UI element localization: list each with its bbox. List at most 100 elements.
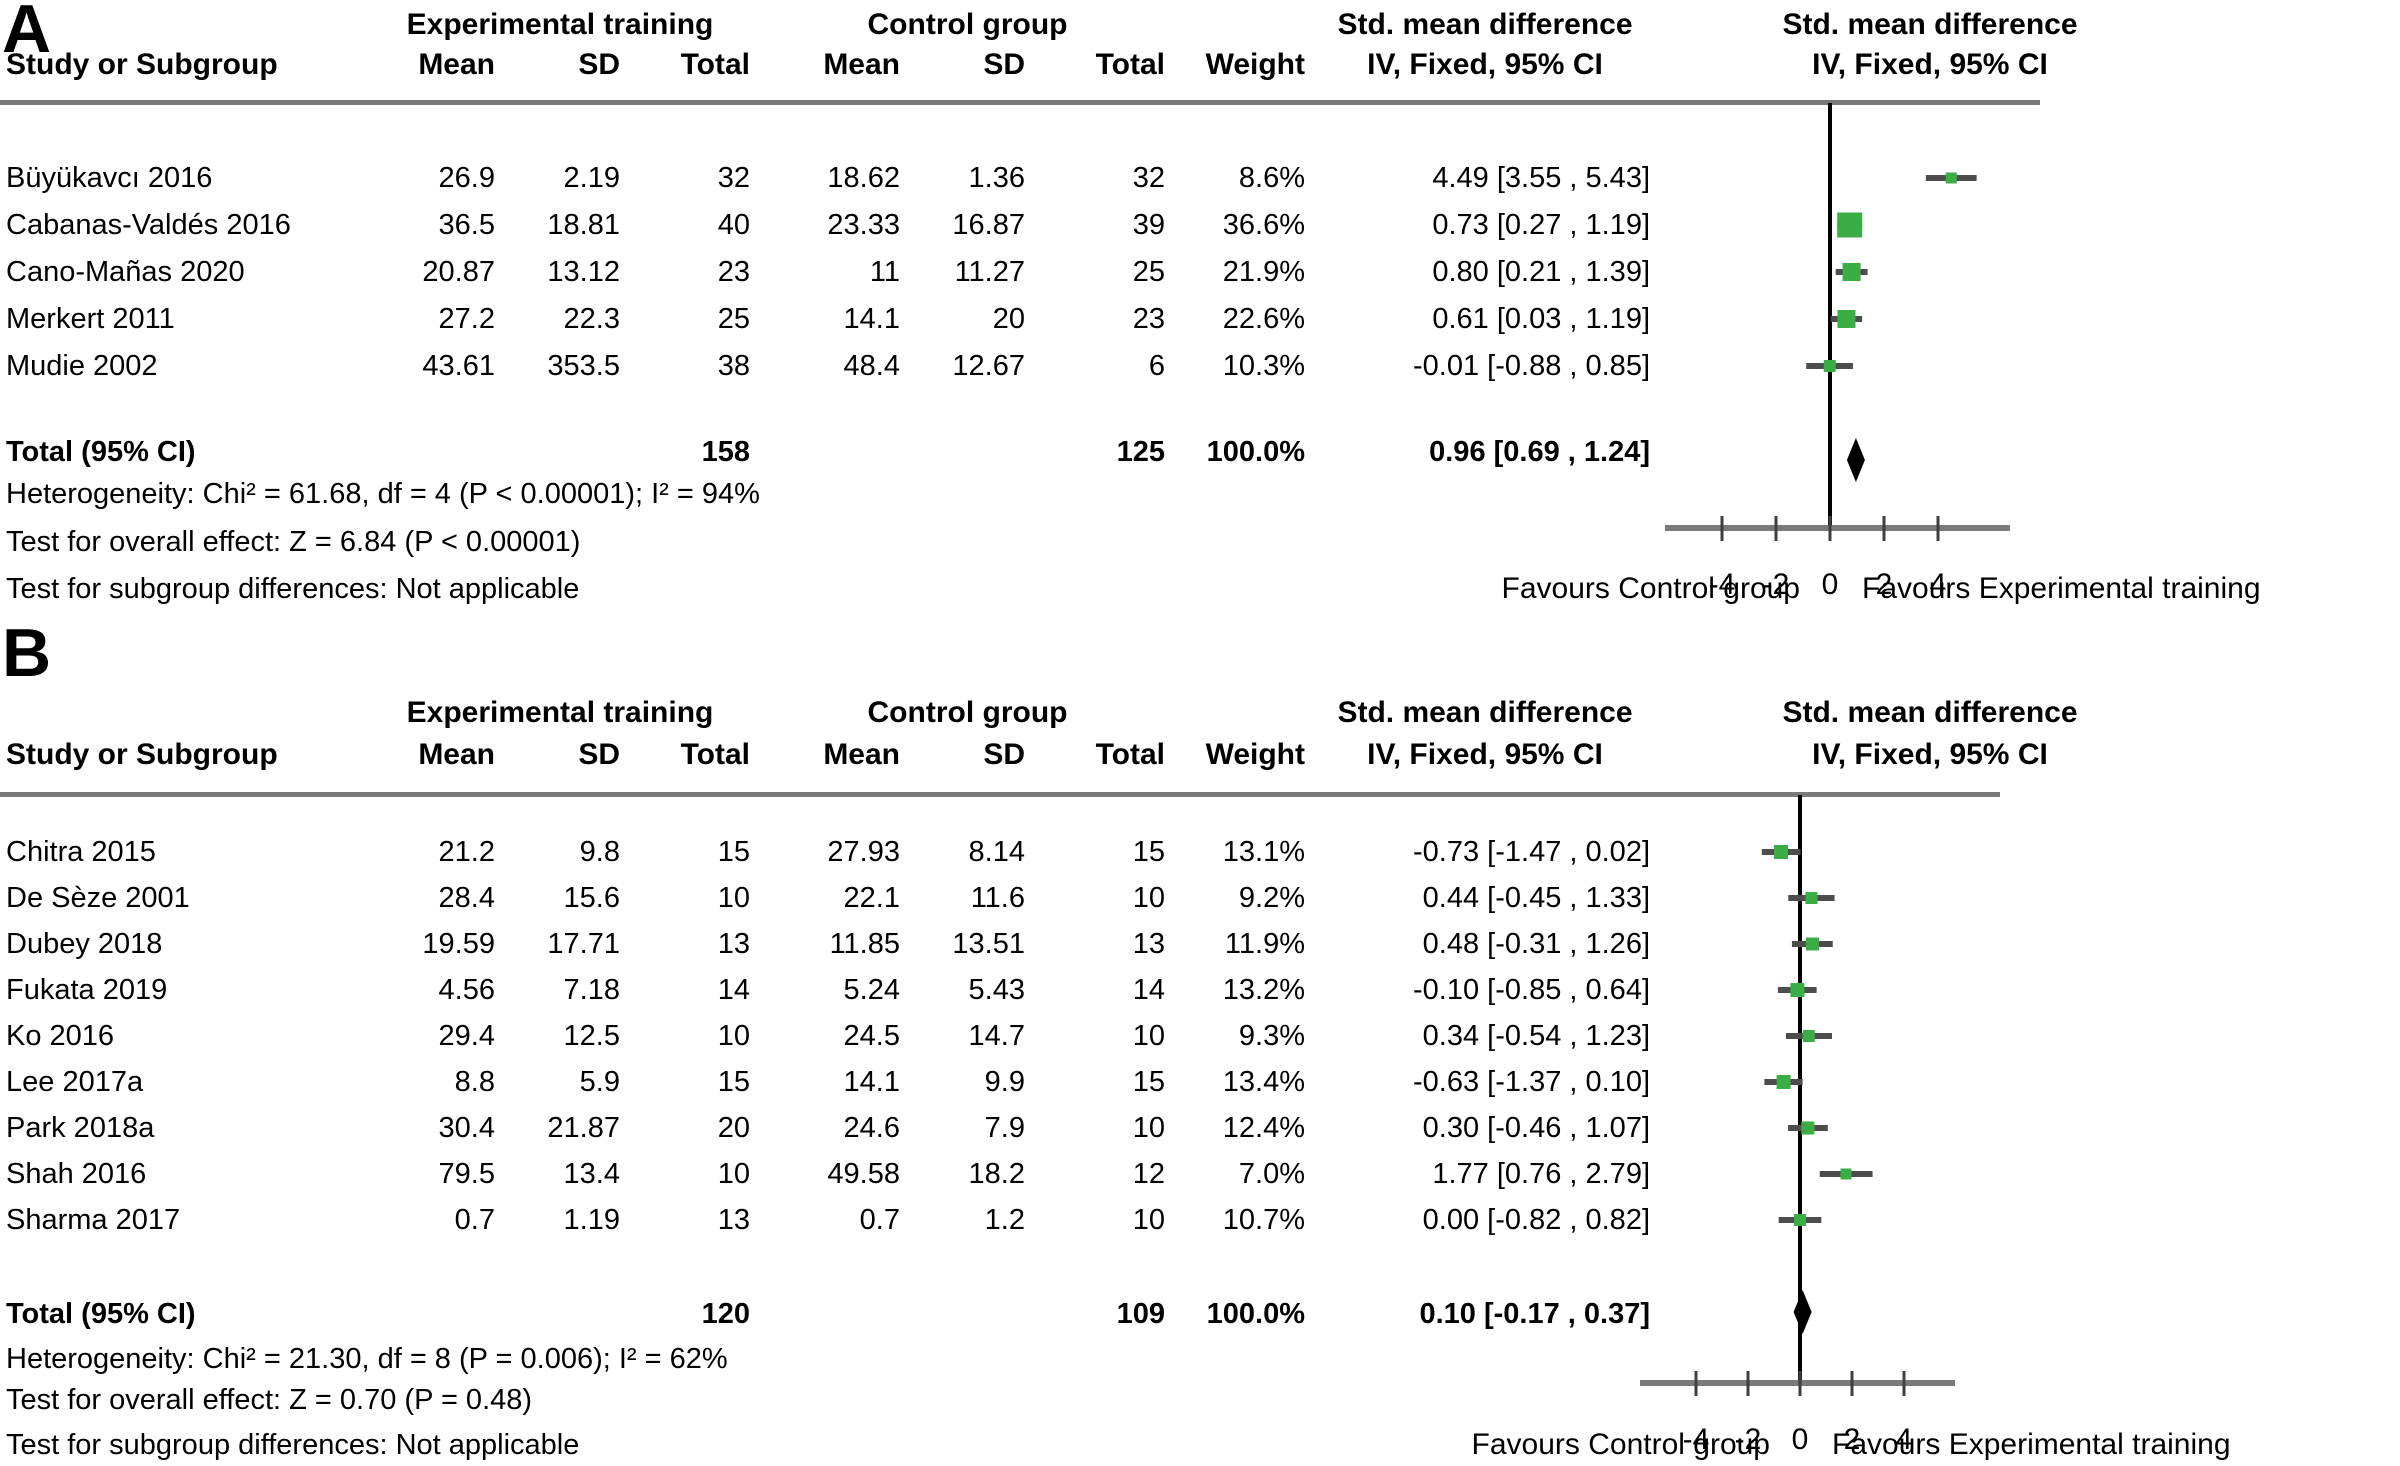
sd-exp-header: SD: [578, 738, 620, 771]
experimental-group-header: Experimental training: [406, 8, 714, 41]
study-name: De Sèze 2001: [6, 882, 190, 914]
overall-effect-note: Test for overall effect: Z = 0.70 (P = 0…: [6, 1384, 533, 1416]
study-cell-sd_exp: 1.19: [563, 1204, 620, 1236]
mean-ctl-header: Mean: [823, 738, 900, 771]
study-column-header: Study or Subgroup: [6, 48, 278, 81]
study-name: Cano-Mañas 2020: [6, 256, 245, 288]
study-cell-ci_text: 0.34 [-0.54 , 1.23]: [1422, 1020, 1650, 1052]
effect-square: [1945, 172, 1957, 184]
effect-square: [1802, 1030, 1815, 1042]
study-cell-mean_exp: 8.8: [454, 1066, 495, 1098]
total-weight: 100.0%: [1206, 1298, 1305, 1330]
study-cell-n_ctl: 12: [1132, 1158, 1165, 1190]
study-cell-sd_exp: 2.19: [563, 162, 620, 194]
study-cell-n_ctl: 39: [1132, 209, 1165, 241]
effect-square: [1794, 1214, 1806, 1226]
study-cell-mean_exp: 26.9: [438, 162, 495, 194]
study-cell-weight: 9.3%: [1238, 1020, 1305, 1052]
study-cell-n_ctl: 10: [1132, 882, 1165, 914]
study-cell-ci_text: 4.49 [3.55 , 5.43]: [1432, 162, 1650, 194]
study-cell-n_exp: 13: [717, 1204, 750, 1236]
study-cell-n_exp: 15: [717, 1066, 750, 1098]
study-cell-n_exp: 10: [717, 1020, 750, 1052]
heterogeneity-note: Heterogeneity: Chi² = 21.30, df = 8 (P =…: [6, 1343, 728, 1375]
study-cell-mean_exp: 19.59: [422, 928, 495, 960]
study-cell-n_ctl: 32: [1132, 162, 1165, 194]
study-cell-ci_text: -0.63 [-1.37 , 0.10]: [1413, 1066, 1650, 1098]
axis-tick-label: 0: [1822, 568, 1839, 601]
study-cell-mean_exp: 43.61: [422, 350, 495, 382]
study-cell-sd_exp: 13.4: [563, 1158, 620, 1190]
study-cell-weight: 13.1%: [1222, 836, 1305, 868]
study-cell-mean_ctl: 11.85: [829, 928, 900, 960]
study-cell-n_ctl: 14: [1132, 974, 1165, 1006]
study-cell-ci_text: 0.44 [-0.45 , 1.33]: [1422, 882, 1650, 914]
study-cell-weight: 10.3%: [1222, 350, 1305, 382]
total-row-label: Total (95% CI): [6, 436, 196, 468]
favours-right-label: Favours Experimental training: [1832, 1428, 2231, 1461]
study-cell-sd_ctl: 14.7: [968, 1020, 1025, 1052]
method-subheader: IV, Fixed, 95% CI: [1367, 48, 1603, 81]
study-cell-mean_exp: 21.2: [438, 836, 495, 868]
study-cell-ci_text: 0.00 [-0.82 , 0.82]: [1422, 1204, 1650, 1236]
study-cell-ci_text: 0.80 [0.21 , 1.39]: [1432, 256, 1650, 288]
axis-tick-label: 2: [1876, 568, 1893, 601]
favours-right-label: Favours Experimental training: [1862, 572, 2261, 605]
study-cell-sd_exp: 13.12: [547, 256, 620, 288]
study-cell-sd_ctl: 8.14: [968, 836, 1025, 868]
study-cell-mean_exp: 27.2: [438, 303, 495, 335]
study-cell-ci_text: 0.48 [-0.31 , 1.26]: [1422, 928, 1650, 960]
summary-diamond: [1846, 438, 1865, 482]
overall-effect-note: Test for overall effect: Z = 6.84 (P < 0…: [6, 526, 581, 558]
smd-plot-column-title: Std. mean difference: [1782, 696, 2078, 729]
study-cell-mean_exp: 4.56: [438, 974, 495, 1006]
study-cell-mean_ctl: 24.6: [843, 1112, 900, 1144]
study-cell-mean_ctl: 24.5: [843, 1020, 900, 1052]
study-cell-n_exp: 15: [717, 836, 750, 868]
study-cell-sd_ctl: 1.36: [968, 162, 1025, 194]
study-cell-sd_ctl: 11.27: [954, 256, 1025, 288]
study-cell-ci_text: 0.30 [-0.46 , 1.07]: [1422, 1112, 1650, 1144]
study-cell-sd_ctl: 16.87: [952, 209, 1025, 241]
study-name: Chitra 2015: [6, 836, 156, 868]
sd-ctl-header: SD: [983, 48, 1025, 81]
study-cell-mean_ctl: 22.1: [843, 882, 900, 914]
study-cell-sd_ctl: 1.2: [984, 1204, 1025, 1236]
study-cell-mean_ctl: 14.1: [843, 303, 900, 335]
sd-ctl-header: SD: [983, 738, 1025, 771]
study-cell-n_exp: 10: [717, 1158, 750, 1190]
effect-square: [1840, 1168, 1852, 1180]
study-cell-n_ctl: 15: [1132, 836, 1165, 868]
study-cell-weight: 8.6%: [1238, 162, 1305, 194]
study-cell-ci_text: 0.73 [0.27 , 1.19]: [1432, 209, 1650, 241]
header-rule: [0, 100, 2040, 105]
sd-exp-header: SD: [578, 48, 620, 81]
study-cell-mean_ctl: 48.4: [843, 350, 900, 382]
study-cell-sd_ctl: 5.43: [968, 974, 1025, 1006]
study-cell-mean_ctl: 14.1: [843, 1066, 900, 1098]
study-cell-weight: 13.4%: [1222, 1066, 1305, 1098]
study-cell-weight: 13.2%: [1222, 974, 1305, 1006]
study-cell-n_ctl: 25: [1132, 256, 1165, 288]
study-cell-n_ctl: 23: [1132, 303, 1165, 335]
effect-square: [1801, 1121, 1815, 1135]
study-cell-sd_exp: 17.71: [547, 928, 620, 960]
study-name: Büyükavcı 2016: [6, 162, 213, 194]
study-cell-mean_exp: 20.87: [422, 256, 495, 288]
study-cell-n_exp: 10: [717, 882, 750, 914]
study-cell-sd_exp: 7.18: [563, 974, 620, 1006]
heterogeneity-note: Heterogeneity: Chi² = 61.68, df = 4 (P <…: [6, 478, 760, 510]
study-name: Ko 2016: [6, 1020, 115, 1052]
axis-tick-label: 4: [1896, 1423, 1913, 1456]
study-cell-mean_exp: 79.5: [438, 1158, 495, 1190]
study-cell-sd_exp: 9.8: [579, 836, 620, 868]
axis-tick-label: 2: [1844, 1423, 1861, 1456]
method-plot-subheader: IV, Fixed, 95% CI: [1812, 738, 2048, 771]
favours-left-label: Favours Control group: [1501, 572, 1800, 605]
axis-tick-label: -2: [1763, 568, 1790, 601]
study-cell-weight: 9.2%: [1238, 882, 1305, 914]
header-rule: [0, 792, 2000, 797]
weight-header: Weight: [1205, 738, 1305, 771]
